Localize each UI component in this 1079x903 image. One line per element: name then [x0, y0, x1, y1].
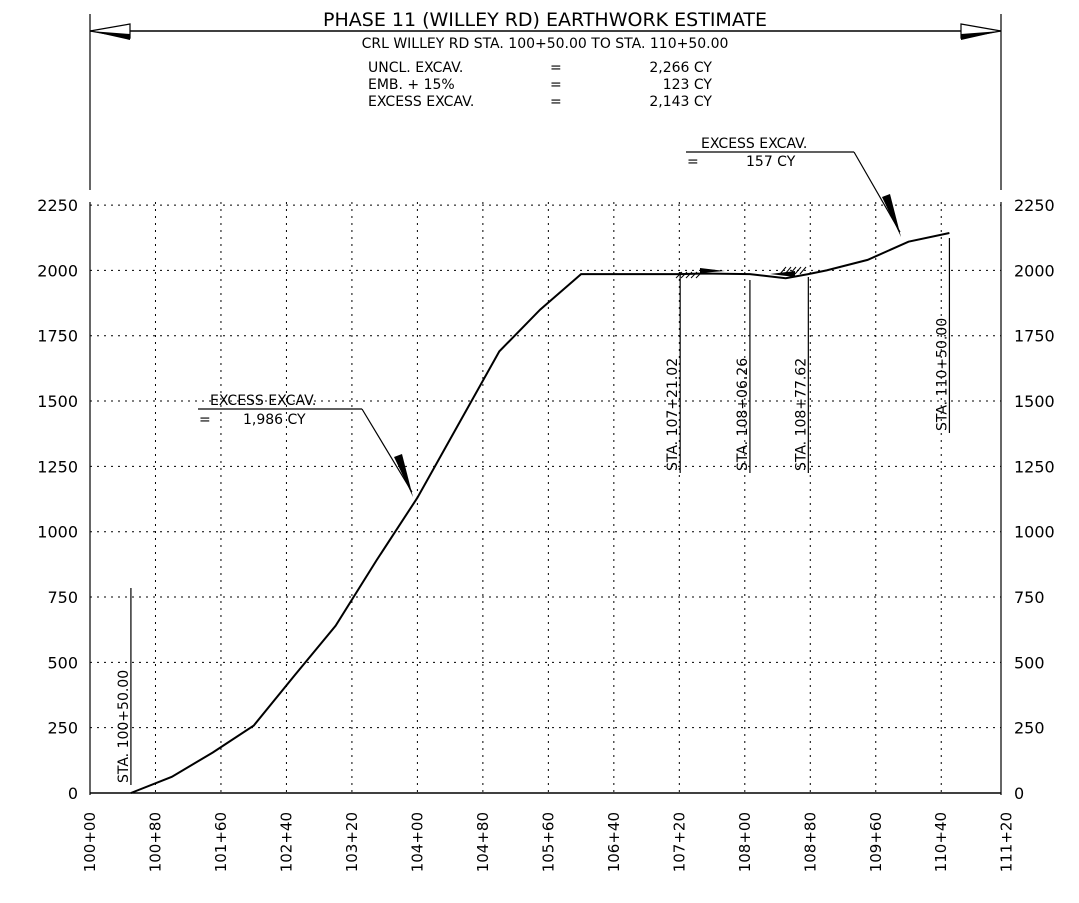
x-tick-label: 100+80	[146, 812, 164, 872]
annotation-leader	[361, 408, 413, 493]
summary-value-excess: 2,143 CY	[649, 94, 712, 110]
x-tick-label: 106+40	[605, 812, 623, 872]
chart-title: PHASE 11 (WILLEY RD) EARTHWORK ESTIMATE	[323, 9, 767, 31]
y-tick-label-right: 250	[1014, 719, 1045, 738]
annotation-value: 1,986 CY	[243, 412, 306, 428]
station-marker-label: STA. 108+06.26	[735, 358, 751, 471]
chart-subtitle: CRL WILLEY RD STA. 100+50.00 TO STA. 110…	[362, 36, 729, 52]
station-marker-label: STA. 107+21.02	[665, 358, 681, 471]
station-marker-label: STA. 108+77.62	[793, 358, 809, 471]
left-arrowhead-fill-icon	[90, 31, 130, 40]
y-tick-label-left: 2000	[37, 261, 78, 280]
annotation-arrow-icon	[394, 454, 413, 497]
x-tick-label: 109+60	[867, 812, 885, 872]
x-tick-label: 105+60	[539, 812, 557, 872]
x-tick-label: 103+20	[343, 812, 361, 872]
summary-eq-uncl: =	[550, 60, 562, 76]
x-tick-label: 107+20	[670, 812, 688, 872]
annotation-value: 157 CY	[746, 154, 796, 170]
summary-value-uncl: 2,266 CY	[649, 60, 712, 76]
x-tick-label: 102+40	[277, 812, 295, 872]
y-tick-label-left: 1000	[37, 523, 78, 542]
x-tick-label: 111+20	[998, 812, 1016, 872]
station-marker-label: STA. 100+50.00	[116, 670, 132, 783]
station-marker-label: STA. 110+50.00	[934, 318, 950, 431]
mass-haul-series	[130, 232, 950, 794]
y-tick-label-right: 2250	[1014, 196, 1055, 215]
x-tick-label: 101+60	[212, 812, 230, 872]
x-tick-label: 108+80	[801, 812, 819, 872]
hatch-line	[794, 266, 802, 275]
annotation-eq: =	[687, 154, 699, 170]
y-tick-label-right: 1750	[1014, 327, 1055, 346]
annotation-eq: =	[199, 412, 211, 428]
y-tick-label-left: 500	[47, 653, 78, 672]
y-tick-label-left: 1500	[37, 392, 78, 411]
annotation-arrow-icon	[882, 194, 901, 237]
y-tick-label-left: 750	[47, 588, 78, 607]
x-tick-label: 110+40	[932, 812, 950, 872]
series-line	[130, 232, 950, 794]
annotation-title: EXCESS EXCAV.	[210, 393, 316, 409]
balance-arrow-icon	[700, 268, 725, 273]
y-tick-label-right: 2000	[1014, 261, 1055, 280]
summary-label-excess: EXCESS EXCAV.	[368, 94, 474, 110]
grid-layer	[90, 202, 1001, 793]
balance-arrow-icon	[770, 271, 795, 277]
y-tick-label-left: 1750	[37, 327, 78, 346]
right-arrowhead-fill-icon	[961, 31, 1001, 40]
y-tick-label-left: 2250	[37, 196, 78, 215]
summary-value-emb: 123 CY	[663, 77, 713, 93]
y-tick-label-right: 0	[1014, 784, 1024, 803]
summary-label-emb: EMB. + 15%	[368, 77, 455, 93]
x-tick-label: 100+00	[81, 812, 99, 872]
summary-eq-emb: =	[550, 77, 562, 93]
y-tick-labels: 0 0 250 250 500 500 750 750 1000 1000 1250 1250 1500…	[37, 196, 1054, 803]
x-tick-label: 104+00	[408, 812, 426, 872]
header-block: PHASE 11 (WILLEY RD) EARTHWORK ESTIMATE …	[89, 9, 1002, 190]
x-tick-label: 108+00	[736, 812, 754, 872]
summary-label-uncl: UNCL. EXCAV.	[368, 60, 463, 76]
y-tick-label-right: 1500	[1014, 392, 1055, 411]
station-markers: STA. 100+50.00 STA. 107+21.02 STA. 108+06.…	[116, 238, 950, 785]
y-tick-label-left: 0	[68, 784, 78, 803]
annotation-excess-right: EXCESS EXCAV. = 157 CY	[686, 136, 901, 237]
y-tick-label-right: 1250	[1014, 457, 1055, 476]
x-tick-label: 104+80	[474, 812, 492, 872]
annotation-excess-left: EXCESS EXCAV. = 1,986 CY	[198, 393, 413, 497]
y-tick-label-right: 500	[1014, 653, 1045, 672]
y-tick-label-right: 1000	[1014, 523, 1055, 542]
annotation-title: EXCESS EXCAV.	[701, 136, 807, 152]
summary-eq-excess: =	[550, 94, 562, 110]
y-tick-label-left: 1250	[37, 457, 78, 476]
y-tick-label-left: 250	[47, 719, 78, 738]
x-tick-labels: 100+00 100+80 101+60 102+40 103+20 104+00 104+…	[81, 812, 1016, 872]
y-tick-label-right: 750	[1014, 588, 1045, 607]
hatch-line	[799, 266, 807, 275]
